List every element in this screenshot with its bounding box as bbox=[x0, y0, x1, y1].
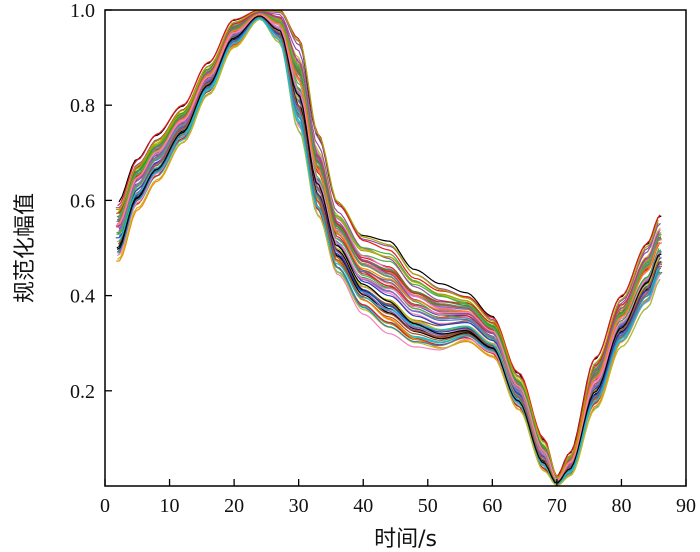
y-tick-label: 0.4 bbox=[70, 286, 95, 308]
x-tick-label: 60 bbox=[482, 495, 502, 517]
y-tick-label: 1.0 bbox=[70, 0, 95, 22]
y-tick-label: 0.6 bbox=[70, 190, 95, 212]
x-tick-label: 80 bbox=[611, 495, 631, 517]
y-tick-label: 0.8 bbox=[70, 95, 95, 117]
series-group bbox=[115, 10, 663, 486]
series-line bbox=[116, 11, 660, 480]
tick-labels-group: 0 10 20 30 40 50 60 70 80 90 0.2 0.4 0.6 0.8 1.0 bbox=[70, 0, 696, 517]
series-line bbox=[116, 14, 660, 481]
series-line bbox=[118, 17, 662, 484]
series-line bbox=[117, 10, 661, 478]
series-line bbox=[118, 12, 662, 481]
series-line bbox=[117, 14, 661, 483]
y-tick-label: 0.2 bbox=[70, 381, 95, 403]
x-tick-label: 0 bbox=[100, 495, 110, 517]
x-tick-label: 90 bbox=[676, 495, 696, 517]
series-line bbox=[118, 15, 662, 483]
series-line bbox=[116, 16, 660, 484]
series-line bbox=[115, 10, 659, 479]
x-tick-label: 30 bbox=[289, 495, 309, 517]
ticks-group bbox=[104, 9, 687, 486]
x-tick-label: 50 bbox=[418, 495, 438, 517]
series-line bbox=[119, 17, 663, 486]
x-axis-title: 时间/s bbox=[374, 527, 437, 552]
series-line bbox=[117, 13, 661, 481]
x-tick-label: 70 bbox=[547, 495, 567, 517]
y-axis-title: 规范化幅值 bbox=[13, 193, 38, 303]
plot-frame bbox=[104, 9, 687, 487]
x-tick-label: 10 bbox=[160, 495, 180, 517]
x-tick-label: 20 bbox=[224, 495, 244, 517]
series-line bbox=[118, 14, 662, 482]
x-tick-label: 40 bbox=[353, 495, 373, 517]
series-line bbox=[118, 10, 662, 477]
series-line bbox=[118, 15, 662, 484]
